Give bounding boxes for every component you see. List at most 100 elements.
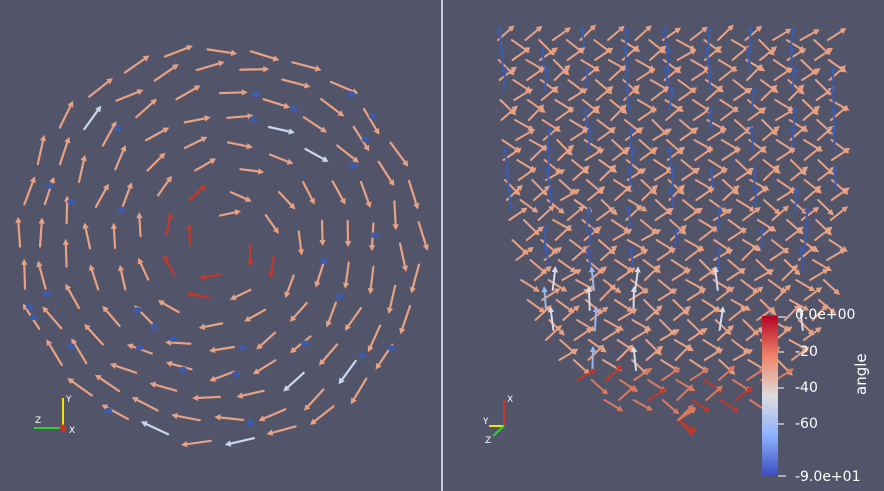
- colorbar-gradient: [762, 316, 778, 476]
- colorbar-label: -60: [795, 416, 818, 432]
- vector-glyph-arrow: [630, 286, 638, 311]
- vector-glyph-arrow: [705, 26, 713, 51]
- vector-glyph-arrow: [800, 206, 820, 221]
- vector-glyph-arrow: [181, 439, 212, 448]
- vector-glyph-arrow: [367, 324, 382, 353]
- vector-glyph-arrow: [194, 158, 217, 172]
- vector-glyph-arrow: [730, 299, 751, 311]
- vector-glyph-arrow: [645, 345, 664, 361]
- vector-glyph-arrow: [163, 254, 176, 276]
- vector-glyph-arrow: [284, 274, 295, 298]
- vector-glyph-arrow: [581, 66, 600, 81]
- vector-glyph-arrow: [579, 26, 586, 51]
- vector-glyph-arrow: [624, 86, 631, 111]
- vector-glyph-arrow: [268, 153, 294, 165]
- vector-glyph-arrow: [110, 222, 118, 250]
- vector-glyph-arrow: [594, 79, 613, 95]
- vector-glyph-arrow: [654, 199, 672, 215]
- vector-glyph-arrow: [791, 106, 798, 131]
- vector-glyph-head: [349, 162, 358, 169]
- vector-glyph-head: [150, 323, 159, 330]
- vector-glyph-arrow: [389, 141, 409, 167]
- vector-glyph-arrow: [664, 46, 672, 71]
- vector-glyph-arrow: [570, 159, 590, 174]
- vector-glyph-arrow: [573, 327, 593, 341]
- vector-glyph-arrow: [511, 47, 531, 61]
- vector-glyph-arrow: [718, 66, 737, 81]
- vector-glyph-arrow: [816, 119, 834, 135]
- colorbar-label-min: -9.0e+01: [795, 469, 861, 485]
- vector-glyph-arrow: [165, 360, 193, 371]
- vector-glyph-arrow: [705, 85, 724, 101]
- vector-glyph-arrow: [62, 238, 70, 268]
- vector-glyph-arrow: [342, 261, 350, 289]
- vector-glyph-arrow: [532, 185, 551, 201]
- vector-glyph-arrow: [244, 308, 267, 322]
- vector-glyph-arrow: [344, 307, 363, 331]
- vector-glyph-arrow: [703, 348, 724, 361]
- vector-glyph-arrow: [708, 166, 715, 191]
- vector-glyph-arrow: [803, 287, 823, 301]
- colorbar[interactable]: [762, 314, 786, 478]
- vector-glyph-arrow: [131, 397, 159, 412]
- vector-glyph-arrow: [716, 324, 734, 341]
- vector-glyph-arrow: [652, 128, 672, 141]
- vector-glyph-arrow: [525, 226, 544, 241]
- vector-glyph-arrow: [612, 229, 633, 241]
- vector-glyph-arrow: [678, 87, 698, 101]
- left-render-view[interactable]: Y Z X: [0, 0, 441, 491]
- vector-glyph-arrow: [809, 268, 829, 281]
- colorbar-label: -20: [795, 344, 818, 360]
- vector-glyph-arrow: [392, 200, 399, 231]
- colorbar-title: angle: [852, 353, 870, 395]
- vector-glyph-arrow: [338, 359, 357, 385]
- vector-glyph-arrow: [266, 425, 297, 436]
- right-render-view[interactable]: X Y Z: [443, 0, 884, 491]
- vector-glyph-arrow: [799, 29, 820, 41]
- vector-glyph-arrow: [637, 107, 657, 121]
- vector-glyph-arrow: [790, 199, 808, 215]
- vector-glyph-arrow: [707, 106, 714, 131]
- vector-glyph-arrow: [562, 305, 580, 321]
- vector-glyph-arrow: [827, 28, 847, 41]
- vector-glyph-arrow: [258, 408, 287, 422]
- vector-glyph-arrow: [264, 214, 279, 234]
- vector-glyph-head: [169, 335, 178, 342]
- vector-glyph-arrow: [818, 299, 837, 315]
- vector-glyph-arrow: [609, 99, 628, 114]
- vector-glyph-arrow: [526, 299, 546, 313]
- vector-glyph-arrow: [352, 125, 370, 152]
- vector-glyph-arrow: [496, 26, 503, 51]
- vector-glyph-arrow: [267, 125, 295, 135]
- vector-glyph-head: [133, 307, 142, 314]
- vector-glyph-arrow: [712, 208, 733, 221]
- vector-glyph-head: [46, 182, 55, 189]
- vector-glyph-arrow: [617, 308, 638, 321]
- vector-glyph-arrow: [726, 267, 746, 281]
- vector-glyph-arrow: [632, 399, 653, 411]
- vector-glyph-arrow: [533, 265, 552, 281]
- vector-glyph-arrow: [547, 279, 568, 292]
- view-splitter[interactable]: [441, 0, 443, 491]
- vector-glyph-arrow: [634, 25, 652, 41]
- vector-glyph-arrow: [735, 199, 756, 212]
- vector-glyph-arrow: [641, 229, 662, 241]
- vector-glyph-arrow: [585, 206, 592, 231]
- vector-glyph-arrow: [776, 188, 797, 201]
- vector-glyph-head: [29, 314, 38, 321]
- vector-glyph-arrow: [673, 339, 694, 352]
- vector-glyph-arrow: [621, 45, 639, 61]
- vector-glyph-arrow: [552, 27, 571, 41]
- vector-glyph-arrow: [542, 125, 561, 141]
- vector-glyph-arrow: [36, 134, 47, 166]
- vector-glyph-arrow: [500, 105, 518, 121]
- vector-glyph-arrow: [695, 187, 715, 201]
- vector-glyph-arrow: [775, 108, 796, 121]
- vector-glyph-arrow: [584, 66, 591, 91]
- vector-glyph-arrow: [789, 126, 796, 151]
- vector-glyph-arrow: [771, 205, 790, 221]
- vector-glyph-arrow: [515, 129, 536, 141]
- vector-glyph-arrow: [249, 50, 280, 62]
- vector-glyph-arrow: [539, 46, 547, 71]
- vector-glyph-arrow: [164, 212, 174, 236]
